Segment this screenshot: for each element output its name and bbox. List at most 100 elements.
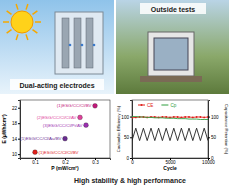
tick: 0.1: [32, 158, 39, 165]
point: [78, 115, 83, 120]
tick-label: 50: [124, 135, 130, 140]
electrode: [74, 18, 81, 68]
photo-caption: Outside tests: [151, 6, 195, 13]
cycle-chart: 0500010000050100050100CycleCoulombic Eff…: [116, 100, 229, 171]
tick: 0: [131, 158, 134, 165]
tick-label: 0.3: [92, 160, 99, 165]
tick-label: 10000: [202, 160, 215, 165]
electrode: [86, 18, 93, 68]
tick-mark: [130, 137, 132, 138]
series-line: [132, 117, 208, 120]
point: [192, 117, 194, 119]
point: [84, 123, 89, 128]
caption-box: [10, 79, 104, 90]
tick-label: 0: [211, 156, 214, 161]
point: [200, 116, 202, 118]
axis-line: [130, 101, 133, 159]
ion: [69, 44, 72, 47]
tick-label: 0.1: [32, 160, 39, 165]
tick-label: 0: [126, 156, 129, 161]
cell: [55, 12, 103, 74]
point: [165, 116, 167, 118]
scatter-chart: 0.10.20.310141822P (mW/cm²)E (μWh/cm²)(1…: [1, 100, 111, 171]
plot-frame: [132, 100, 208, 158]
photo-background: [116, 0, 229, 94]
sun-ray: [33, 30, 38, 34]
point: [181, 117, 183, 119]
tick-mark: [18, 123, 20, 124]
caption-box: [140, 3, 206, 14]
sun-ray: [33, 11, 38, 15]
photo-right: Outside tests: [116, 0, 229, 94]
tick-mark: [208, 158, 210, 159]
sun-ray: [16, 34, 18, 40]
tick-mark: [130, 158, 132, 159]
y-axis-title: E (μWh/cm²): [1, 114, 7, 144]
tick: 0: [208, 156, 214, 161]
sun-ray: [26, 34, 28, 40]
x-axis-title: P (mW/cm²): [51, 165, 79, 171]
tick-label: 10: [12, 152, 18, 157]
sun: [11, 11, 33, 33]
point: [177, 116, 179, 118]
legend: CECp: [138, 103, 177, 108]
tick-label: 100: [211, 115, 219, 120]
tick: 0: [126, 156, 132, 161]
point-label: (2)ESG/CC/Cl/Cl/AV: [37, 115, 77, 120]
tick: 10: [12, 152, 20, 157]
y-axis-title: Coulombic Efficiency (%): [116, 105, 121, 152]
sun-ray: [3, 21, 9, 23]
point: [184, 116, 186, 118]
photo-caption: Dual-acting electrodes: [19, 82, 94, 90]
legend-swatch: [161, 105, 168, 106]
y2-axis-title: Capacitance Retention (%): [224, 104, 229, 155]
point-label: (1)ESG/CC/Cl/Au/BV: [20, 136, 61, 141]
legend-label: CE: [147, 103, 153, 108]
marks: [132, 116, 208, 141]
ion: [93, 44, 96, 47]
electrode: [62, 18, 69, 68]
photo-left: Dual-acting electrodes: [0, 0, 114, 94]
point-label: (1)ESG/CC/Cl/BV: [57, 103, 92, 108]
tick-mark: [208, 137, 210, 138]
point: [207, 116, 208, 118]
device: [148, 32, 194, 76]
tick-mark: [130, 117, 132, 118]
tick-label: 100: [121, 115, 129, 120]
sun-ray: [7, 30, 12, 34]
point-labels: (1)ESG/CC/Cl/Cl/BV(1)ESG/CC/Cl/Au/BV(3)E…: [20, 103, 91, 154]
legend-marker: [141, 104, 143, 106]
tick-mark: [208, 117, 210, 118]
caption: High stability & high performance: [74, 177, 186, 185]
device-window: [154, 38, 188, 70]
point: [132, 117, 133, 119]
y2-axis: 0 50 100: [208, 101, 219, 161]
y-axis: 10 14 18 22: [12, 101, 21, 159]
marks: [33, 103, 98, 154]
tick-label: 0: [131, 160, 134, 165]
photo-background: [0, 0, 114, 94]
y-axis: 0 50 100: [121, 101, 132, 161]
point: [188, 116, 190, 118]
ion: [81, 44, 84, 47]
tick-label: 50: [211, 135, 217, 140]
tick: 22: [12, 106, 20, 111]
sun-ray: [35, 21, 41, 23]
point: [196, 116, 198, 118]
stand: [140, 76, 202, 82]
point: [203, 117, 205, 119]
point: [173, 116, 175, 118]
tick-label: 22: [12, 106, 18, 111]
tick-mark: [18, 154, 20, 155]
point: [33, 150, 38, 155]
sun-ray: [16, 4, 18, 10]
tick-mark: [18, 108, 20, 109]
tick-label: 18: [12, 121, 18, 126]
plot-frame: [20, 100, 110, 158]
axis-line: [209, 101, 211, 159]
tick: 18: [12, 121, 20, 126]
tick: 50: [208, 135, 217, 140]
axis-line: [18, 101, 21, 159]
tick: 14: [12, 137, 20, 142]
tick: 0.3: [92, 158, 99, 165]
